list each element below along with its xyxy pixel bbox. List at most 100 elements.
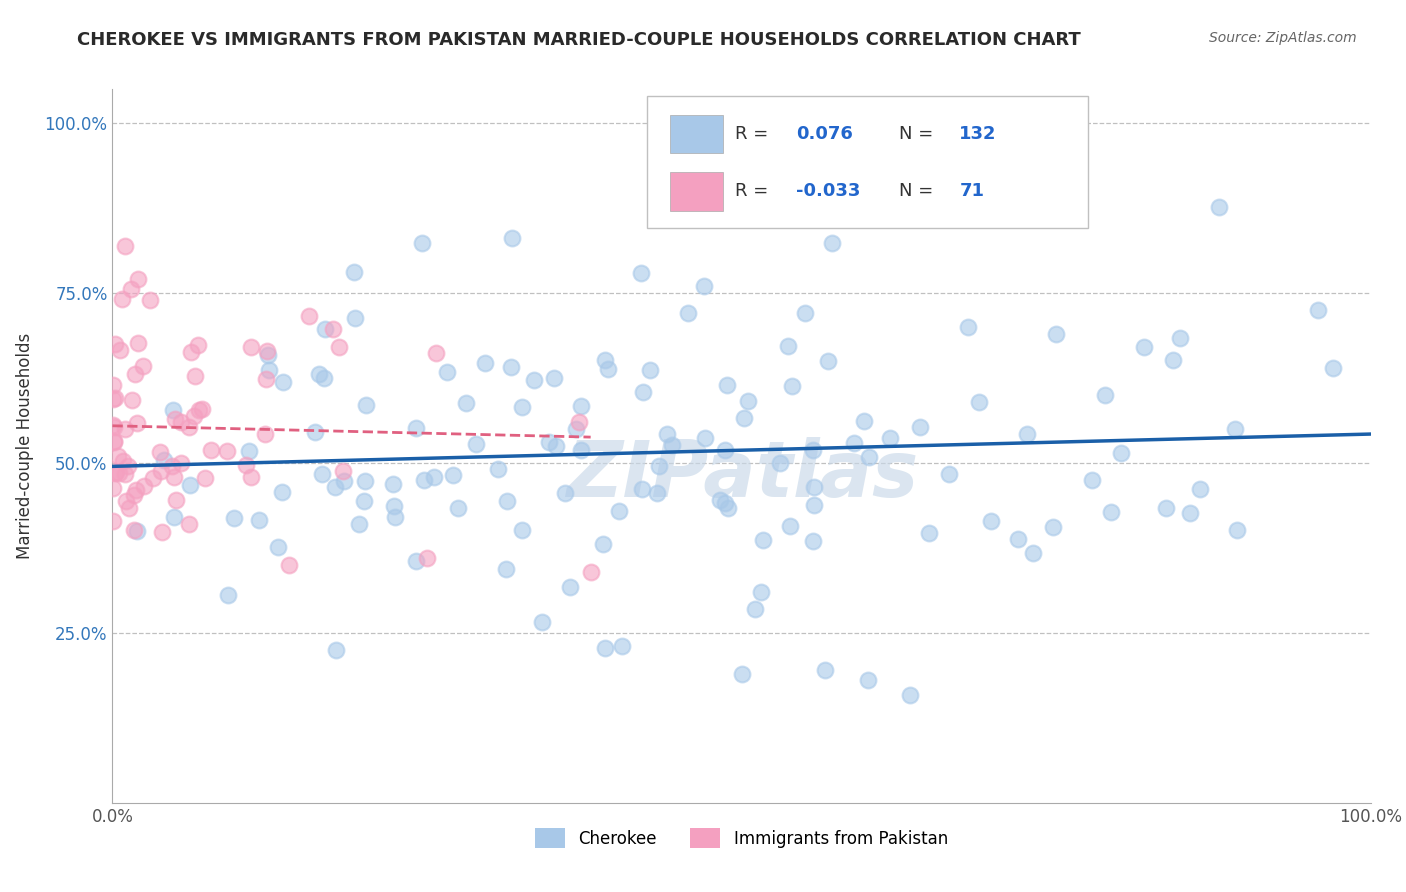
Point: [1226, 523, 1249, 537]
Point: [486, 462, 509, 476]
Point: [311, 467, 333, 481]
Point: [879, 431, 901, 445]
Point: [323, 479, 346, 493]
Point: [384, 509, 406, 524]
Point: [752, 533, 775, 547]
Point: [170, 415, 193, 429]
Point: [191, 402, 214, 417]
Text: 0.076: 0.076: [796, 125, 852, 143]
Point: [322, 322, 344, 336]
Point: [235, 458, 257, 472]
Point: [579, 565, 602, 579]
Point: [496, 494, 519, 508]
Y-axis label: Married-couple Households: Married-couple Households: [15, 333, 34, 559]
Point: [238, 444, 260, 458]
Point: [554, 486, 576, 500]
Point: [537, 434, 560, 449]
FancyBboxPatch shape: [647, 96, 1088, 228]
Point: [332, 474, 354, 488]
Point: [187, 337, 209, 351]
Point: [124, 483, 146, 497]
Point: [1188, 482, 1211, 496]
Point: [1154, 500, 1177, 515]
Point: [731, 667, 754, 681]
Point: [908, 420, 931, 434]
Point: [709, 492, 731, 507]
Point: [381, 476, 404, 491]
Point: [842, 435, 865, 450]
Point: [1208, 200, 1230, 214]
Point: [217, 588, 239, 602]
Point: [115, 493, 138, 508]
Point: [560, 581, 582, 595]
Point: [814, 663, 837, 677]
Point: [314, 322, 336, 336]
Point: [405, 554, 427, 568]
Point: [1022, 546, 1045, 560]
Point: [510, 401, 533, 415]
Point: [194, 471, 217, 485]
Point: [1133, 341, 1156, 355]
Point: [114, 467, 136, 482]
Point: [501, 231, 523, 245]
Point: [108, 343, 131, 358]
Point: [569, 399, 592, 413]
Text: N =: N =: [898, 182, 934, 200]
Point: [125, 416, 148, 430]
Point: [139, 293, 162, 307]
Point: [676, 306, 699, 320]
FancyBboxPatch shape: [669, 172, 723, 211]
Text: CHEROKEE VS IMMIGRANTS FROM PAKISTAN MARRIED-COUPLE HOUSEHOLDS CORRELATION CHART: CHEROKEE VS IMMIGRANTS FROM PAKISTAN MAR…: [77, 31, 1081, 49]
Point: [441, 467, 464, 482]
Point: [543, 370, 565, 384]
FancyBboxPatch shape: [669, 115, 723, 153]
Point: [425, 346, 447, 360]
Point: [247, 513, 270, 527]
Point: [114, 238, 136, 252]
Point: [801, 443, 824, 458]
Point: [1017, 426, 1039, 441]
Point: [749, 585, 772, 599]
Point: [170, 456, 193, 470]
Point: [693, 279, 716, 293]
Point: [124, 367, 146, 381]
Point: [179, 477, 201, 491]
Point: [1223, 422, 1246, 436]
Text: R =: R =: [735, 182, 769, 200]
Point: [101, 481, 124, 495]
Point: [103, 515, 125, 529]
Point: [856, 673, 879, 688]
Text: N =: N =: [898, 125, 934, 143]
Point: [103, 434, 125, 449]
Point: [277, 558, 299, 572]
Point: [114, 422, 136, 436]
Point: [163, 470, 186, 484]
Point: [647, 458, 669, 473]
Point: [980, 514, 1002, 528]
Point: [523, 373, 546, 387]
Point: [217, 443, 239, 458]
Point: [117, 459, 139, 474]
Point: [938, 467, 960, 481]
Point: [104, 337, 127, 351]
Point: [612, 640, 634, 654]
Point: [918, 525, 941, 540]
Point: [325, 643, 347, 657]
Point: [104, 391, 127, 405]
Point: [780, 198, 803, 212]
Point: [121, 282, 143, 296]
Point: [256, 343, 278, 358]
Point: [257, 363, 280, 377]
Point: [354, 398, 377, 412]
Point: [568, 415, 591, 429]
Point: [105, 465, 128, 479]
Point: [1109, 446, 1132, 460]
Point: [957, 320, 980, 334]
Point: [127, 272, 149, 286]
Point: [436, 365, 458, 379]
Point: [596, 362, 619, 376]
Text: 132: 132: [959, 125, 997, 143]
Point: [111, 292, 134, 306]
Point: [101, 392, 124, 406]
Point: [1094, 388, 1116, 402]
